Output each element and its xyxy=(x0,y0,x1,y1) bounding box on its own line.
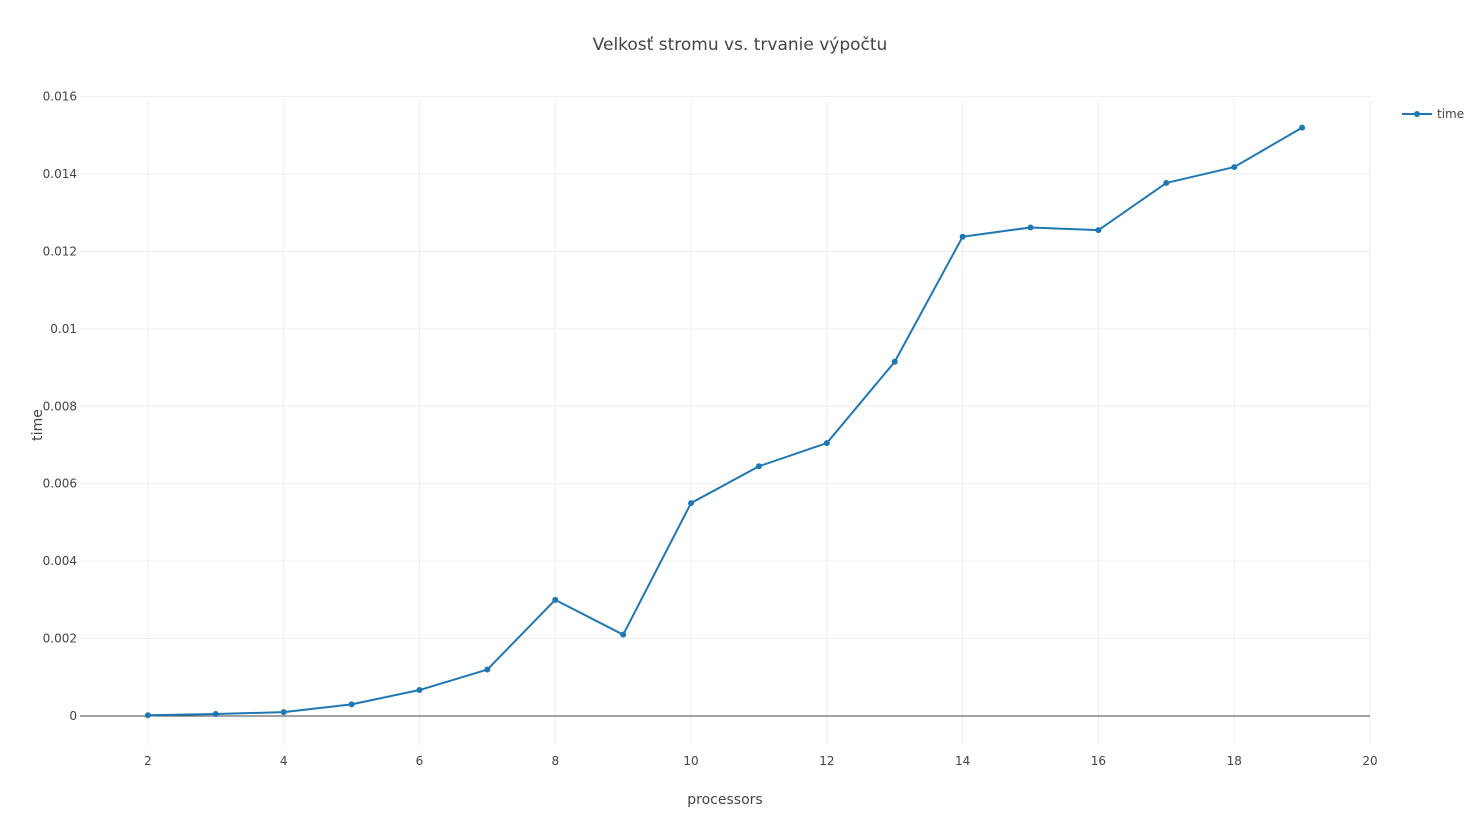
y-tick-label: 0.006 xyxy=(43,477,77,491)
data-point[interactable] xyxy=(484,666,491,673)
x-tick-label: 12 xyxy=(819,754,834,768)
y-tick-label: 0 xyxy=(69,709,77,723)
axes: 2 4 6 8 10 12 14 16 18 20 0 0.002 0.004 0.006 0.008 0.0… xyxy=(43,90,1378,768)
x-tick-label: 2 xyxy=(144,754,152,768)
x-tick-label: 20 xyxy=(1362,754,1377,768)
x-tick-label: 4 xyxy=(280,754,288,768)
legend-label[interactable]: time xyxy=(1437,107,1464,121)
y-axis-title: time xyxy=(30,409,46,441)
x-tick-label: 16 xyxy=(1091,754,1106,768)
data-point[interactable] xyxy=(959,233,966,240)
legend-marker xyxy=(1414,111,1420,117)
data-point[interactable] xyxy=(688,500,695,507)
data-point[interactable] xyxy=(891,358,898,365)
data-point[interactable] xyxy=(1299,124,1306,131)
x-tick-label: 10 xyxy=(683,754,698,768)
series-layer xyxy=(144,124,1306,719)
y-tick-label: 0.01 xyxy=(50,322,77,336)
data-point[interactable] xyxy=(823,440,830,447)
data-point[interactable] xyxy=(348,701,355,708)
x-tick-label: 14 xyxy=(955,754,970,768)
data-point[interactable] xyxy=(552,596,559,603)
data-point[interactable] xyxy=(1095,227,1102,234)
data-point[interactable] xyxy=(1027,224,1034,231)
x-tick-label: 6 xyxy=(416,754,424,768)
series-line-time[interactable] xyxy=(147,126,1303,717)
data-point[interactable] xyxy=(144,712,151,719)
x-axis-title: processors xyxy=(687,792,762,808)
y-tick-label: 0.014 xyxy=(43,167,77,181)
y-tick-label: 0.012 xyxy=(43,244,77,258)
y-tick-label: 0.016 xyxy=(43,90,77,104)
grid xyxy=(80,96,1371,745)
x-tick-label: 18 xyxy=(1227,754,1242,768)
y-tick-label: 0.002 xyxy=(43,632,77,646)
y-tick-label: 0.008 xyxy=(43,399,77,413)
data-point[interactable] xyxy=(212,711,219,718)
data-point[interactable] xyxy=(755,463,762,470)
data-point[interactable] xyxy=(620,631,627,638)
y-tick-label: 0.004 xyxy=(43,554,77,568)
data-point[interactable] xyxy=(416,687,423,694)
data-point[interactable] xyxy=(280,709,287,716)
chart-title: Velkosť stromu vs. trvanie výpočtu xyxy=(593,35,888,55)
legend[interactable]: time xyxy=(1402,107,1464,121)
data-point[interactable] xyxy=(1231,164,1238,171)
x-tick-label: 8 xyxy=(551,754,559,768)
data-point[interactable] xyxy=(1163,179,1170,186)
